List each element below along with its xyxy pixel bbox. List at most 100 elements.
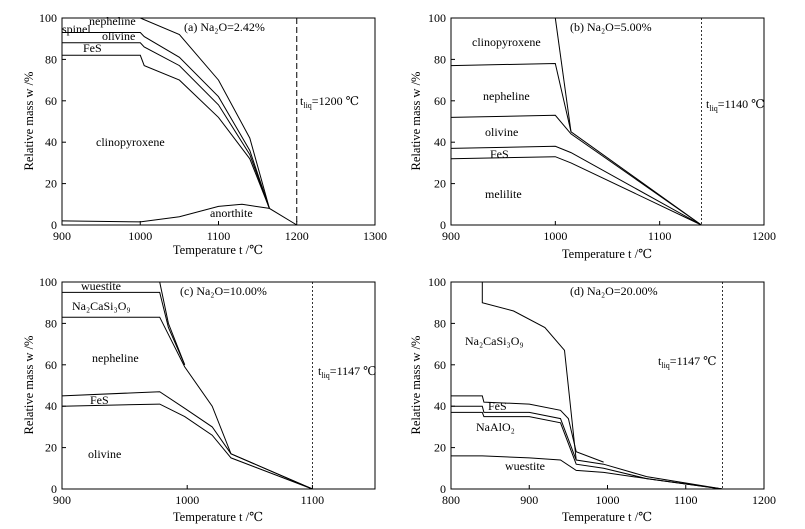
region-label-olivine: olivine xyxy=(485,125,518,139)
x-axis-label: Temperature t /℃ xyxy=(173,510,263,524)
x-tick-label: 1000 xyxy=(596,493,620,507)
x-tick-label: 1000 xyxy=(543,229,567,243)
panel-d: 800 900 1000 1100 1200 0 20 40 60 80 100 (d) Na₂O=… xyxy=(409,275,776,524)
region-label-clinopyroxene: clinopyroxene xyxy=(472,35,541,49)
y-axis-label: Relative mass w /% xyxy=(409,72,423,171)
y-tick-label: 80 xyxy=(45,52,57,66)
liquidus-label: tliq=1200 ℃ xyxy=(300,94,359,110)
y-tick-label: 80 xyxy=(434,52,446,66)
y-tick-label: 40 xyxy=(434,399,446,413)
x-tick-label: 1300 xyxy=(363,229,387,243)
plot-frame xyxy=(61,281,376,490)
region-label-clinopyroxene: clinopyroxene xyxy=(96,135,165,149)
y-tick-label: 0 xyxy=(440,218,446,232)
chart-title: (c) Na₂O=10.00% xyxy=(180,284,267,298)
phase-boundary-1 xyxy=(62,32,270,209)
x-tick-label: 1000 xyxy=(175,493,199,507)
y-tick-label: 40 xyxy=(45,135,57,149)
x-tick-label: 1100 xyxy=(648,229,672,243)
region-label-na2casi3o9: Na₂CaSi₃O₉ xyxy=(72,299,131,313)
x-tick-label: 1000 xyxy=(128,229,152,243)
region-label-na2casi3o9: Na₂CaSi₃O₉ xyxy=(465,334,524,348)
region-label-fes: FeS xyxy=(83,41,102,55)
phase-boundary-1 xyxy=(62,291,186,366)
chart-title: (a) Na₂O=2.42% xyxy=(184,20,265,34)
chart-title: (b) Na₂O=5.00% xyxy=(570,20,652,34)
x-tick-label: 1100 xyxy=(207,229,231,243)
phase-boundary-3 xyxy=(62,54,270,209)
x-tick-label: 900 xyxy=(442,229,460,243)
phase-boundary-2 xyxy=(62,42,270,209)
liquidus-label: tliq=1147 ℃ xyxy=(318,364,377,380)
phase-boundary-1 xyxy=(451,395,604,463)
x-tick-label: 900 xyxy=(520,493,538,507)
phase-boundary-3 xyxy=(451,411,723,490)
phase-boundary-0 xyxy=(481,282,577,461)
region-label-naalo2: NaAlO₂ xyxy=(476,420,515,434)
y-tick-label: 100 xyxy=(428,11,446,25)
x-tick-label: 1100 xyxy=(301,493,325,507)
y-tick-label: 60 xyxy=(45,358,57,372)
y-tick-label: 60 xyxy=(434,94,446,108)
y-tick-label: 20 xyxy=(45,441,57,455)
plot-frame xyxy=(450,281,765,490)
y-axis-label: Relative mass w /% xyxy=(22,72,36,171)
phase-boundary-4 xyxy=(451,455,723,490)
region-label-fes: FeS xyxy=(488,399,507,413)
plot-frame xyxy=(61,17,376,226)
region-label-olivine: olivine xyxy=(102,29,135,43)
plot-frame xyxy=(450,17,765,226)
phase-boundary-2 xyxy=(451,405,723,490)
y-tick-label: 40 xyxy=(434,135,446,149)
phase-boundary-0 xyxy=(554,17,572,132)
phase-boundary-1 xyxy=(450,62,702,226)
phase-boundary-4 xyxy=(61,203,298,226)
x-axis-label: Temperature t /℃ xyxy=(562,247,652,261)
liquidus-label: tliq=1147 ℃ xyxy=(658,354,717,370)
y-tick-label: 20 xyxy=(45,177,57,191)
x-axis-label: Temperature t /℃ xyxy=(562,510,652,524)
x-tick-label: 1100 xyxy=(674,493,698,507)
region-label-nepheline: nepheline xyxy=(89,14,136,28)
region-label-nepheline: nepheline xyxy=(92,351,139,365)
region-label-nepheline: nepheline xyxy=(483,89,530,103)
y-axis-label: Relative mass w /% xyxy=(409,336,423,435)
region-label-spinel: spinel xyxy=(62,22,91,36)
y-axis-label: Relative mass w /% xyxy=(22,336,36,435)
region-label-anorthite: anorthite xyxy=(210,206,253,220)
x-tick-label: 1200 xyxy=(752,493,776,507)
y-tick-label: 100 xyxy=(428,275,446,289)
phase-boundary-0 xyxy=(62,17,270,209)
y-tick-label: 20 xyxy=(434,441,446,455)
y-tick-label: 40 xyxy=(45,399,57,413)
y-tick-label: 60 xyxy=(434,358,446,372)
y-tick-label: 0 xyxy=(440,482,446,496)
x-axis-label: Temperature t /℃ xyxy=(173,243,263,257)
y-tick-label: 80 xyxy=(45,316,57,330)
region-label-olivine: olivine xyxy=(88,447,121,461)
panel-a: 900 1000 1100 1200 1300 0 20 40 60 80 100 (a) Na₂O… xyxy=(22,11,387,257)
y-tick-label: 0 xyxy=(51,218,57,232)
phase-boundary-2 xyxy=(450,114,702,226)
x-tick-label: 900 xyxy=(53,493,71,507)
phase-boundary-4 xyxy=(61,403,313,490)
x-tick-label: 1200 xyxy=(752,229,776,243)
y-tick-label: 100 xyxy=(39,11,57,25)
chart-title: (d) Na₂O=20.00% xyxy=(570,284,658,298)
region-label-wuestite: wuestite xyxy=(505,459,545,473)
panel-b: 900 1000 1100 1200 0 20 40 60 80 100 (b) Na₂O=5.0… xyxy=(409,11,776,261)
phase-boundary-3 xyxy=(450,145,702,226)
x-tick-label: 1200 xyxy=(285,229,309,243)
x-tick-label: 900 xyxy=(53,229,71,243)
y-tick-label: 60 xyxy=(45,94,57,108)
phase-boundary-0 xyxy=(62,281,186,365)
region-label-melilite: melilite xyxy=(485,187,522,201)
y-tick-label: 20 xyxy=(434,177,446,191)
region-label-fes: FeS xyxy=(90,393,109,407)
phase-boundary-4 xyxy=(450,156,702,226)
y-tick-label: 0 xyxy=(51,482,57,496)
liquidus-label: tliq=1140 ℃ xyxy=(706,97,765,113)
y-tick-label: 100 xyxy=(39,275,57,289)
